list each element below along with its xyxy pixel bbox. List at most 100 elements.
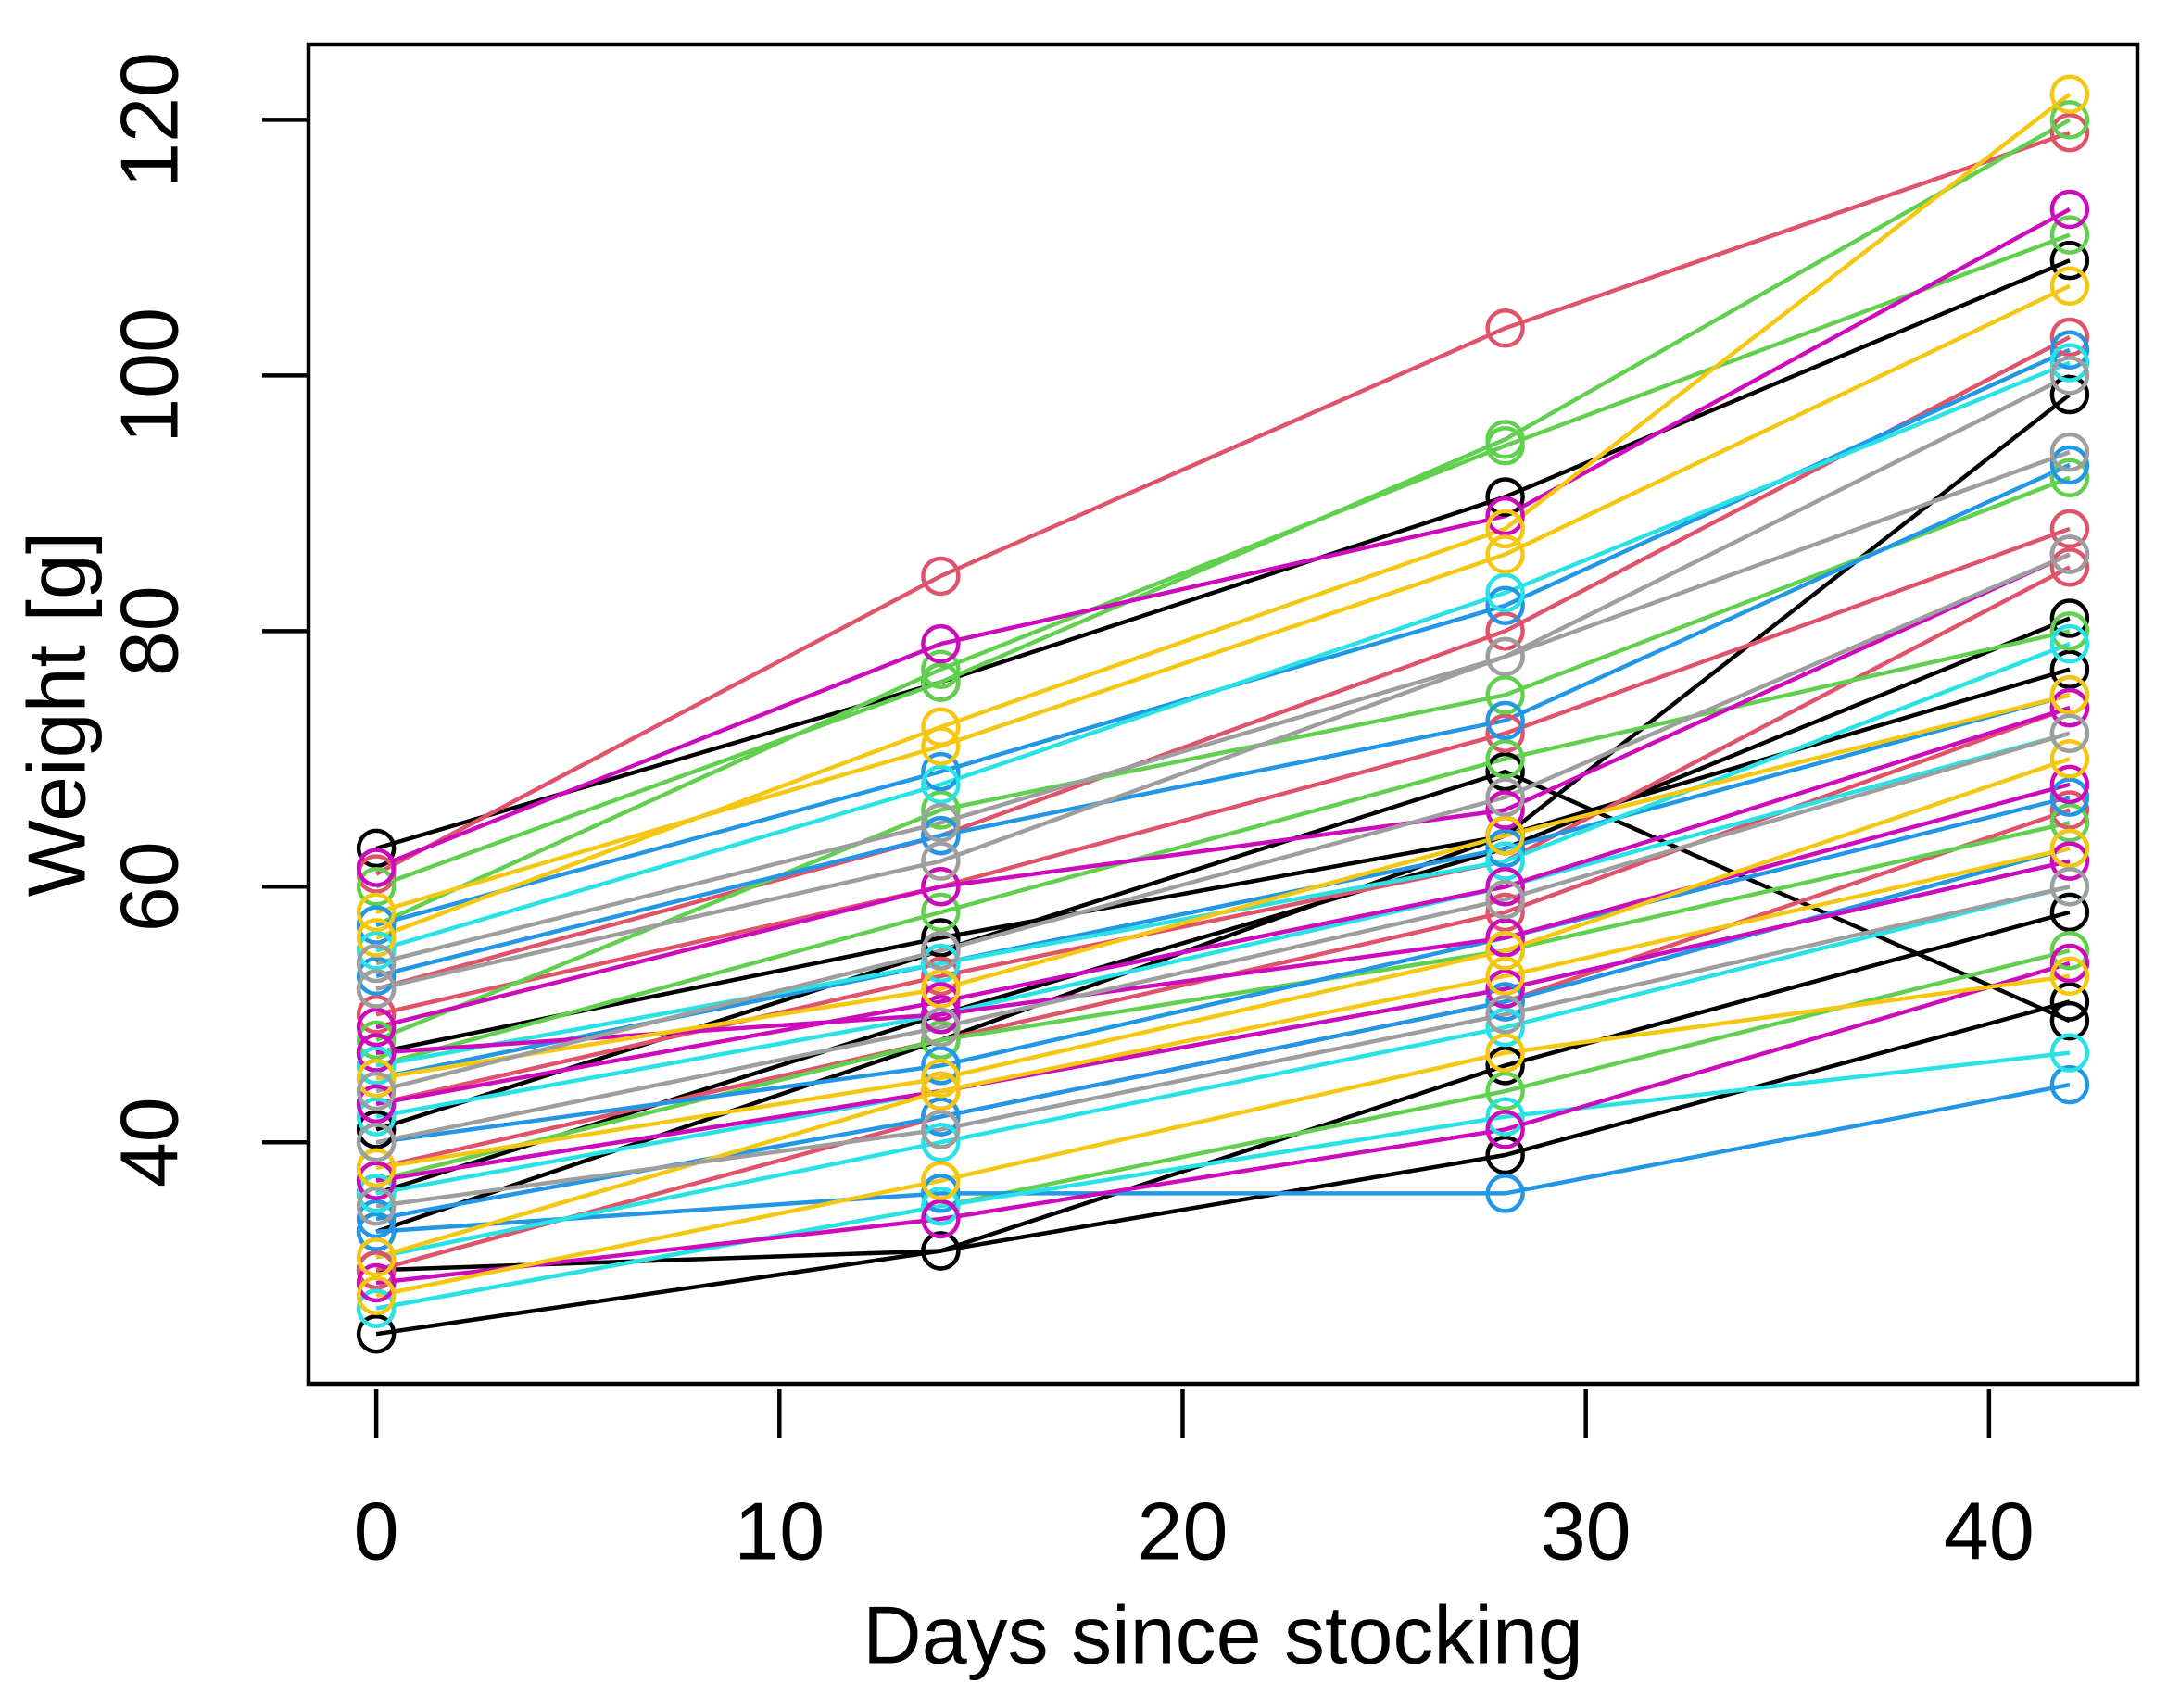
point-marker [1485,1007,1525,1048]
point-marker [921,1007,961,1048]
point-marker [921,943,961,984]
point-marker [921,982,961,1022]
point-marker [921,1097,961,1137]
series-line [375,1082,2071,1235]
point-marker [2049,509,2090,549]
point-marker [921,1161,961,1200]
point-marker [2049,547,2090,587]
x-tick-label: 0 [354,1485,399,1576]
point-marker [2049,867,2090,907]
point-marker [356,1097,397,1137]
series-line [375,207,2071,870]
point-marker [2049,841,2090,881]
series-line [375,334,2071,991]
point-marker [2049,374,2090,415]
point-marker [1485,477,1525,517]
point-marker [921,556,961,597]
series-line [375,526,2071,1017]
series-line [375,846,2071,1260]
y-tick-label: 100 [103,308,195,444]
point-marker [1485,1071,1525,1111]
x-axis-label: Days since stocking [863,1589,1583,1680]
series-line [375,961,2071,1286]
point-marker [2049,598,2090,638]
series-line [375,795,2071,1145]
point-marker [1485,636,1525,677]
point-marker [921,931,961,971]
series-line [375,450,2071,991]
series-line [375,821,2071,1183]
x-tick-label: 40 [1944,1485,2035,1576]
point-marker [921,1199,961,1239]
point-marker [2049,943,2090,984]
point-marker [1485,1033,1525,1073]
point-marker [2049,1064,2090,1105]
point-marker [2049,982,2090,1022]
point-marker [921,969,961,1009]
point-marker [356,1288,397,1328]
point-marker [921,790,961,830]
series-line [375,731,2071,1119]
point-marker [356,1313,397,1354]
point-marker [921,892,961,933]
point-marker [1485,969,1525,1009]
series-line [375,910,2071,1337]
point-marker [2049,266,2090,307]
point-marker [2049,611,2090,651]
point-marker [1485,611,1525,651]
point-marker [2049,100,2090,140]
point-marker [2049,445,2090,485]
series-line [375,118,2071,889]
series-line [375,552,2071,1094]
point-marker [1485,841,1525,881]
point-marker [1485,1046,1525,1086]
series-line [375,885,2071,1209]
point-marker [356,1122,397,1162]
series-line [375,859,2071,1183]
point-marker [2049,739,2090,779]
point-marker [1485,585,1525,625]
point-marker [921,726,961,766]
x-tick-label: 20 [1138,1485,1229,1576]
point-marker [921,707,961,747]
point-marker [1485,790,1525,830]
series-line [375,693,2071,1081]
point-marker [356,1084,397,1124]
point-marker [2049,931,2090,971]
point-marker [356,1020,397,1061]
point-marker [356,1058,397,1099]
point-marker [356,994,397,1035]
point-marker [2049,764,2090,805]
y-tick-label: 80 [103,585,195,676]
series-line [375,373,2071,966]
point-marker [356,848,397,887]
point-marker [1485,534,1525,574]
point-marker [1485,572,1525,613]
point-marker [356,1262,397,1303]
x-tick-label: 30 [1541,1485,1632,1576]
point-marker [1485,828,1525,869]
point-marker [1485,1110,1525,1149]
point-marker [921,1020,961,1061]
point-marker [356,1148,397,1188]
point-marker [356,828,397,869]
point-marker [921,918,961,958]
y-tick-label: 40 [103,1097,195,1187]
point-marker [356,1174,397,1213]
series-line [375,565,2071,1107]
point-marker [1485,994,1525,1035]
point-marker [1485,931,1525,971]
point-marker [2049,828,2090,869]
point-marker [356,867,397,907]
series-line [375,232,2071,927]
point-marker [1485,956,1525,997]
point-marker [2049,687,2090,728]
series-line [375,131,2071,876]
point-marker [356,918,397,958]
point-marker [921,803,961,843]
point-marker [356,1250,397,1290]
point-marker [2049,458,2090,497]
series-line [375,731,2071,1145]
